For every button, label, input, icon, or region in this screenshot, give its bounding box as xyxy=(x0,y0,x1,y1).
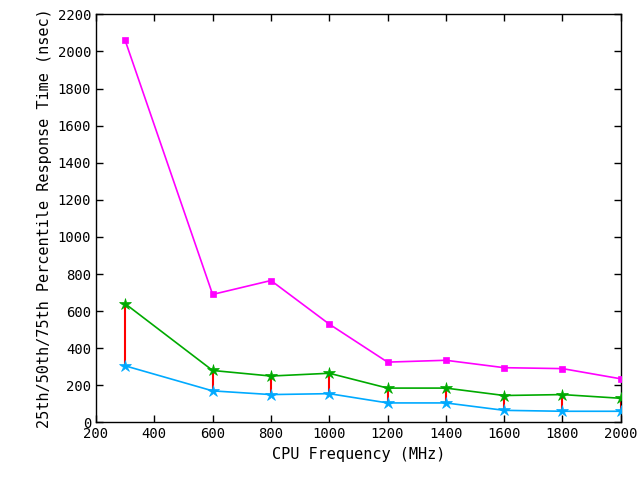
Y-axis label: 25th/50th/75th Percentile Response Time (nsec): 25th/50th/75th Percentile Response Time … xyxy=(37,9,52,428)
X-axis label: CPU Frequency (MHz): CPU Frequency (MHz) xyxy=(272,447,445,462)
